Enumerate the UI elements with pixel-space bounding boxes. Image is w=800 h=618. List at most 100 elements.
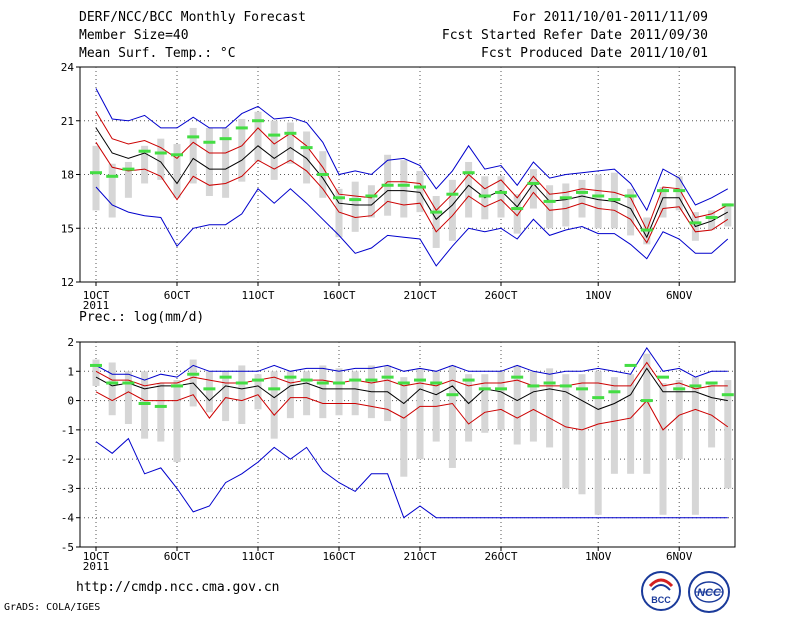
x-tick-label: 1OCT	[83, 289, 110, 302]
forecast-marker	[592, 396, 605, 400]
y-tick-label: -1	[61, 424, 74, 437]
ensemble-box	[124, 371, 132, 424]
y-tick-label: 24	[61, 61, 75, 74]
forecast-marker	[576, 387, 588, 391]
ensemble-box	[675, 176, 683, 211]
ensemble-box	[708, 210, 716, 231]
forecast-marker	[705, 216, 718, 219]
ensemble-box	[416, 170, 424, 213]
min-line	[95, 186, 729, 267]
ensemble-box	[448, 365, 456, 468]
y-tick-label: -5	[61, 541, 74, 554]
ensemble-box	[659, 383, 667, 515]
forecast-marker	[203, 387, 216, 391]
forecast-marker	[657, 375, 669, 379]
ensemble-box	[594, 371, 602, 515]
ensemble-box	[351, 181, 359, 232]
forecast-marker	[284, 375, 297, 379]
x-tick-label: 6OCT	[164, 550, 191, 563]
x-tick-label: 1NOV	[585, 550, 612, 563]
forecast-marker	[154, 151, 167, 155]
forecast-marker	[592, 194, 605, 198]
forecast-marker	[495, 190, 507, 194]
svg-text:BCC: BCC	[651, 595, 671, 605]
forecast-marker	[640, 399, 653, 403]
forecast-marker	[414, 378, 426, 382]
ensemble-box	[529, 169, 537, 209]
forecast-marker	[171, 153, 183, 157]
forecast-marker	[446, 393, 459, 397]
variable-label: Mean Surf. Temp.: °C	[79, 46, 236, 61]
ensemble-box	[157, 138, 165, 180]
forecast-marker	[268, 133, 281, 137]
forecast-marker	[300, 146, 313, 150]
ensemble-box	[481, 374, 489, 433]
forecast-marker	[138, 149, 151, 153]
forecast-marker	[106, 174, 119, 178]
forecast-marker	[90, 171, 102, 175]
footer-url[interactable]: http://cmdp.ncc.cma.gov.cn	[76, 580, 280, 595]
ensemble-box	[141, 145, 149, 184]
ensemble-box	[724, 380, 732, 489]
x-tick-label: 6NOV	[666, 550, 693, 563]
mean-line	[95, 127, 729, 239]
ensemble-box	[238, 118, 246, 182]
forecast-marker	[576, 190, 588, 194]
forecast-marker	[171, 384, 183, 388]
bcc-logo-icon: BCC	[641, 571, 681, 611]
header-right: For 2011/10/01-2011/11/09 Fcst Started R…	[442, 9, 708, 63]
x-tick-label: 1OCT	[83, 550, 110, 563]
ensemble-box	[465, 161, 473, 218]
forecast-marker	[608, 198, 621, 202]
forecast-marker	[349, 198, 362, 202]
ensemble-box	[432, 196, 440, 248]
x-tick-label: 16OCT	[322, 550, 355, 563]
ensemble-box	[562, 183, 570, 227]
ensemble-box	[303, 131, 311, 184]
y-tick-label: -4	[61, 512, 75, 525]
y-tick-label: -3	[61, 482, 74, 495]
forecast-marker	[478, 194, 491, 198]
ensemble-box	[465, 374, 473, 442]
x-tick-label: 11OCT	[241, 289, 274, 302]
forecast-marker	[446, 192, 459, 196]
y-tick-label: -2	[61, 453, 74, 466]
x-tick-label: 1NOV	[585, 289, 612, 302]
forecast-marker	[624, 194, 637, 198]
x-tick-label: 11OCT	[241, 550, 274, 563]
forecast-marker	[316, 173, 329, 176]
forecast-marker	[397, 183, 410, 187]
forecast-marker	[381, 183, 394, 187]
forecast-marker	[187, 372, 200, 376]
ensemble-box	[513, 365, 521, 445]
forecast-marker	[300, 378, 313, 382]
forecast-marker	[495, 387, 507, 391]
panel2-title: Prec.: log(mm/d)	[79, 310, 205, 325]
forecast-marker	[462, 378, 475, 382]
forecast-marker	[333, 381, 345, 385]
forecast-marker	[235, 126, 248, 130]
ensemble-box	[270, 371, 278, 439]
forecast-marker	[414, 185, 426, 189]
ncc-logo-icon: NCC	[688, 571, 730, 613]
forecast-marker	[543, 381, 556, 385]
min-line	[95, 437, 728, 519]
forecast-marker	[559, 384, 572, 388]
ensemble-box	[562, 374, 570, 489]
y-tick-label: 0	[67, 395, 74, 408]
forecast-marker	[122, 167, 135, 171]
forecast-marker	[673, 189, 686, 193]
ensemble-box	[222, 371, 230, 422]
ensemble-box	[594, 174, 602, 229]
ensemble-box	[157, 383, 165, 442]
y-tick-label: 18	[61, 169, 74, 182]
ensemble-box	[400, 377, 408, 477]
ensemble-box	[578, 179, 586, 218]
ensemble-box	[124, 161, 132, 198]
ensemble-box	[448, 179, 456, 241]
forecast-marker	[381, 375, 394, 379]
x-tick-label: 26OCT	[484, 289, 517, 302]
svg-text:NCC: NCC	[697, 587, 722, 599]
forecast-marker	[673, 387, 686, 391]
